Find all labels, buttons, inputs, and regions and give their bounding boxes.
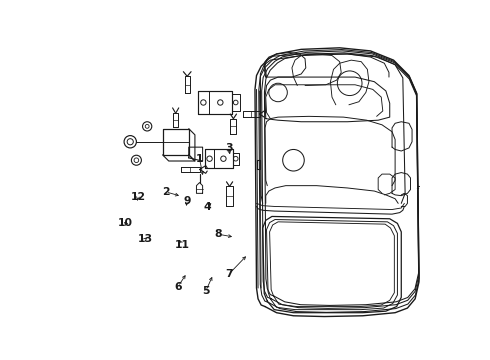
Text: 2: 2 [162, 187, 170, 197]
Text: 1: 1 [196, 154, 203, 164]
Text: 10: 10 [118, 219, 133, 228]
Text: 4: 4 [203, 202, 211, 212]
Text: 12: 12 [130, 192, 146, 202]
Text: 13: 13 [138, 234, 153, 244]
Text: 5: 5 [202, 286, 209, 296]
Text: 9: 9 [183, 196, 191, 206]
Text: 8: 8 [214, 229, 222, 239]
Text: 6: 6 [174, 282, 182, 292]
Text: 7: 7 [225, 269, 233, 279]
Text: 3: 3 [225, 143, 233, 153]
Text: 11: 11 [174, 240, 189, 250]
